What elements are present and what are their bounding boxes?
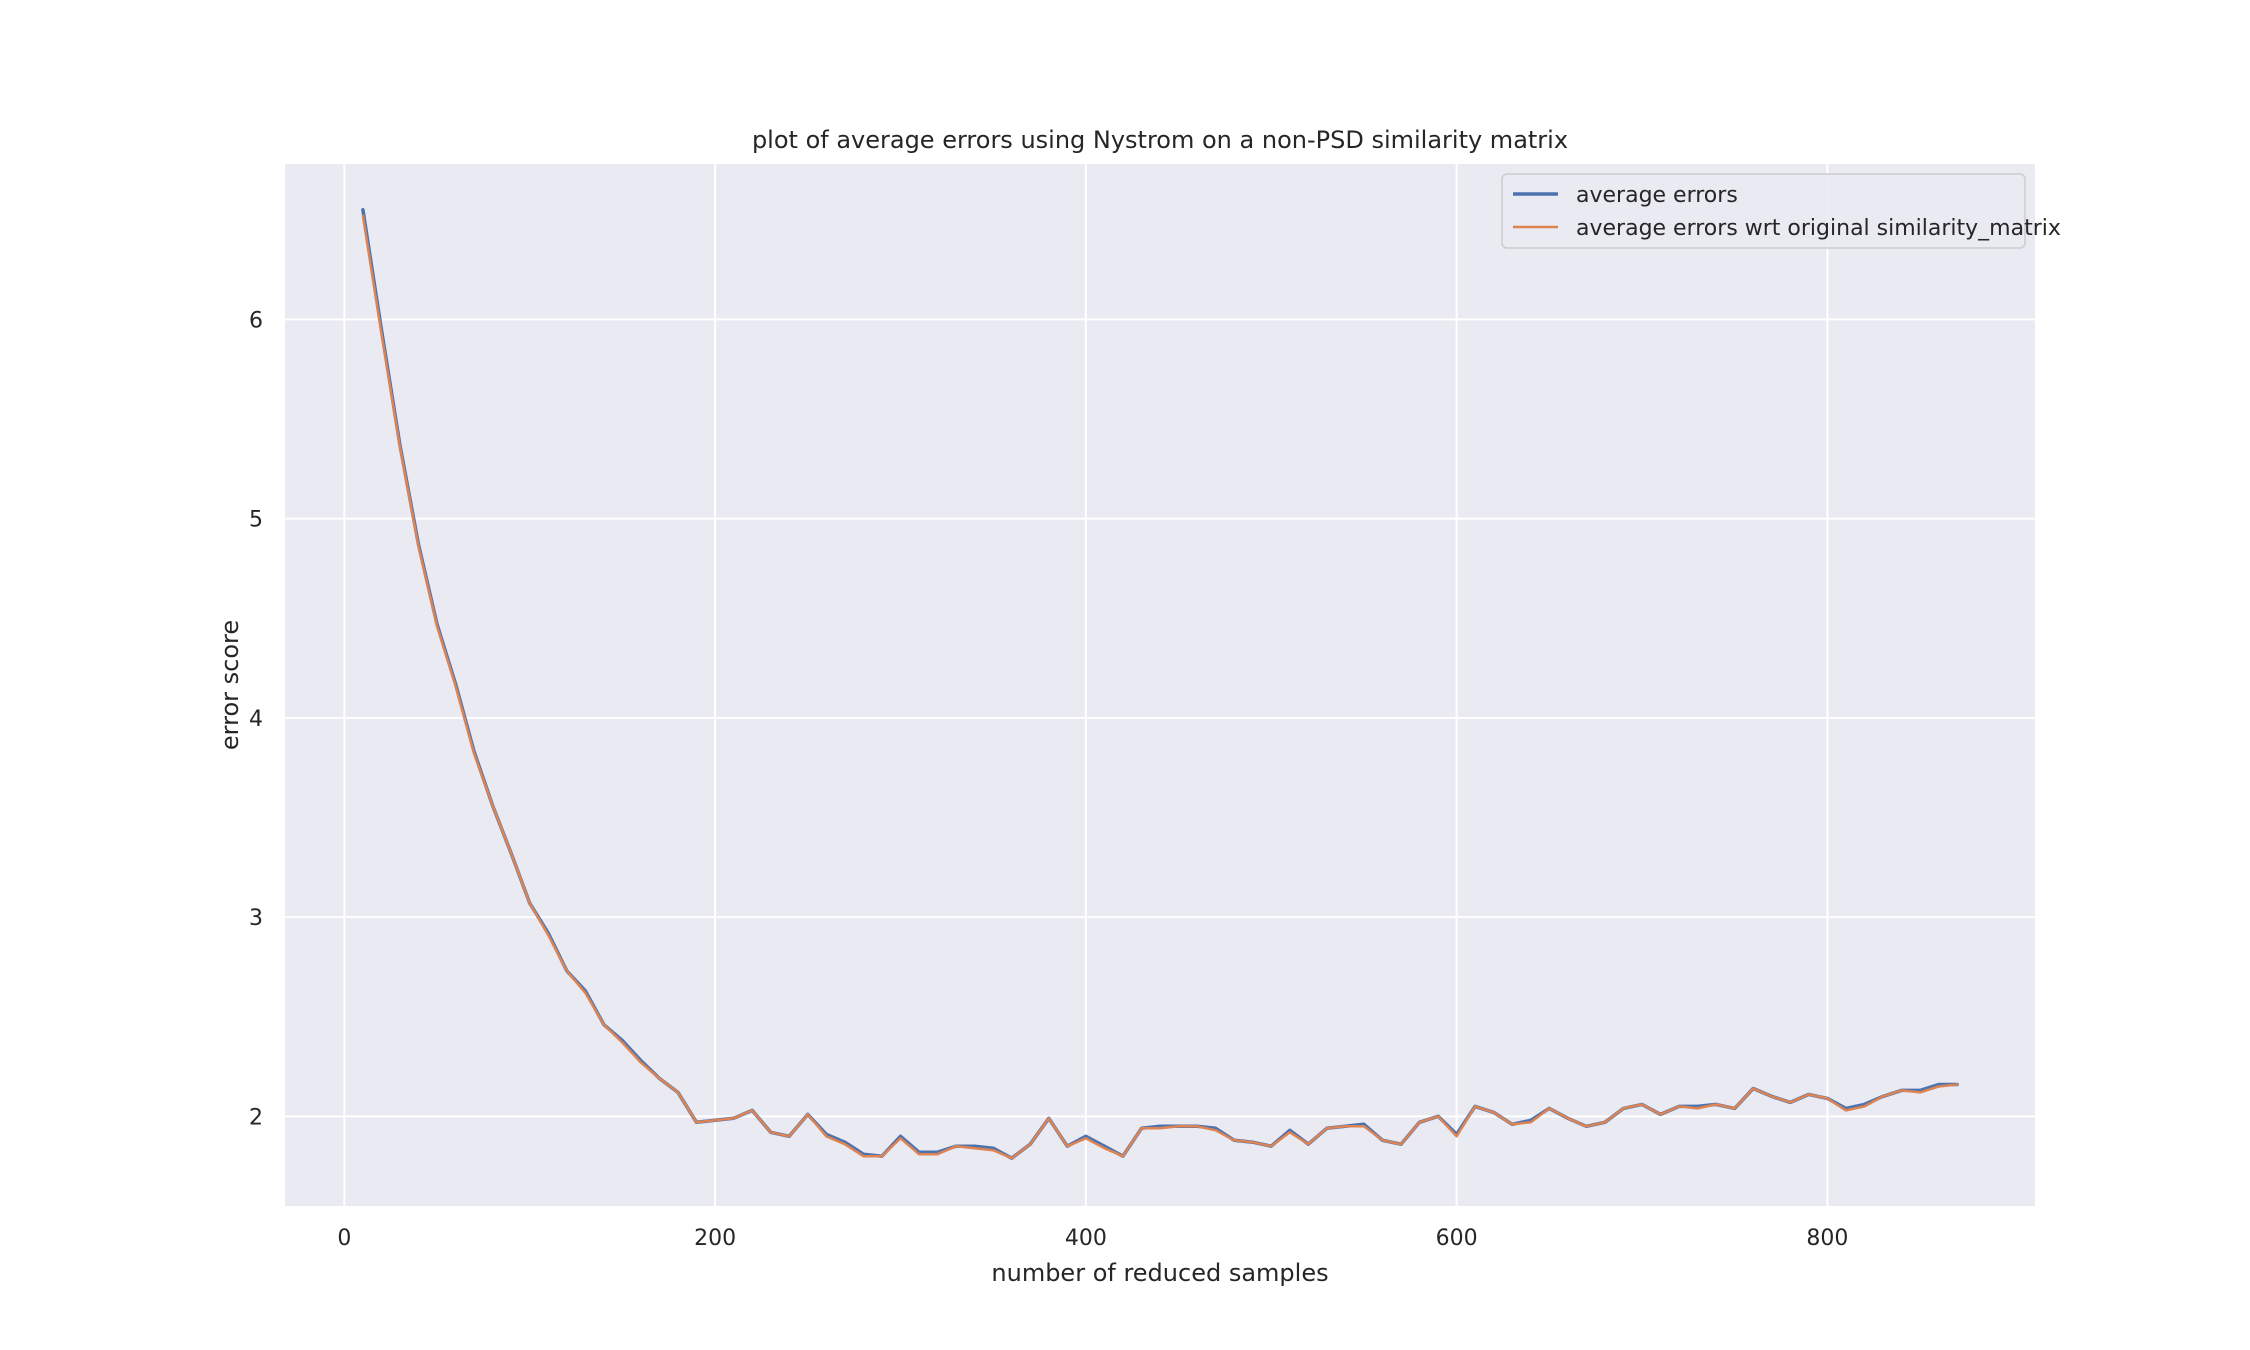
chart-title: plot of average errors using Nystrom on … [752, 126, 1568, 154]
series-layer [361, 208, 1959, 1160]
y-axis-label: error score [216, 620, 244, 750]
x-tick-label: 800 [1806, 1226, 1848, 1251]
y-tick-label: 2 [249, 1105, 263, 1130]
x-tick-label: 400 [1065, 1226, 1107, 1251]
y-tick-label: 6 [249, 308, 263, 333]
legend-box [1501, 173, 2026, 249]
series-line-1 [361, 214, 1959, 1160]
y-tick-label: 4 [249, 707, 263, 732]
legend-label-average-errors: average errors [1576, 183, 1738, 208]
plot-area [285, 164, 2035, 1206]
x-tick-label: 600 [1436, 1226, 1478, 1251]
x-tick-label: 0 [337, 1226, 351, 1251]
legend: average errors average errors wrt origin… [1501, 173, 2061, 249]
y-tick-label: 3 [249, 906, 263, 931]
x-axis-label: number of reduced samples [991, 1259, 1328, 1287]
x-tick-label: 200 [694, 1226, 736, 1251]
tick-labels: 0 200 400 600 800 2 3 4 5 6 [249, 308, 1848, 1251]
legend-label-average-errors-wrt-original: average errors wrt original similarity_m… [1576, 216, 2061, 241]
series-line-0 [361, 208, 1959, 1160]
y-tick-label: 5 [249, 508, 263, 533]
grid-lines [285, 164, 2035, 1206]
